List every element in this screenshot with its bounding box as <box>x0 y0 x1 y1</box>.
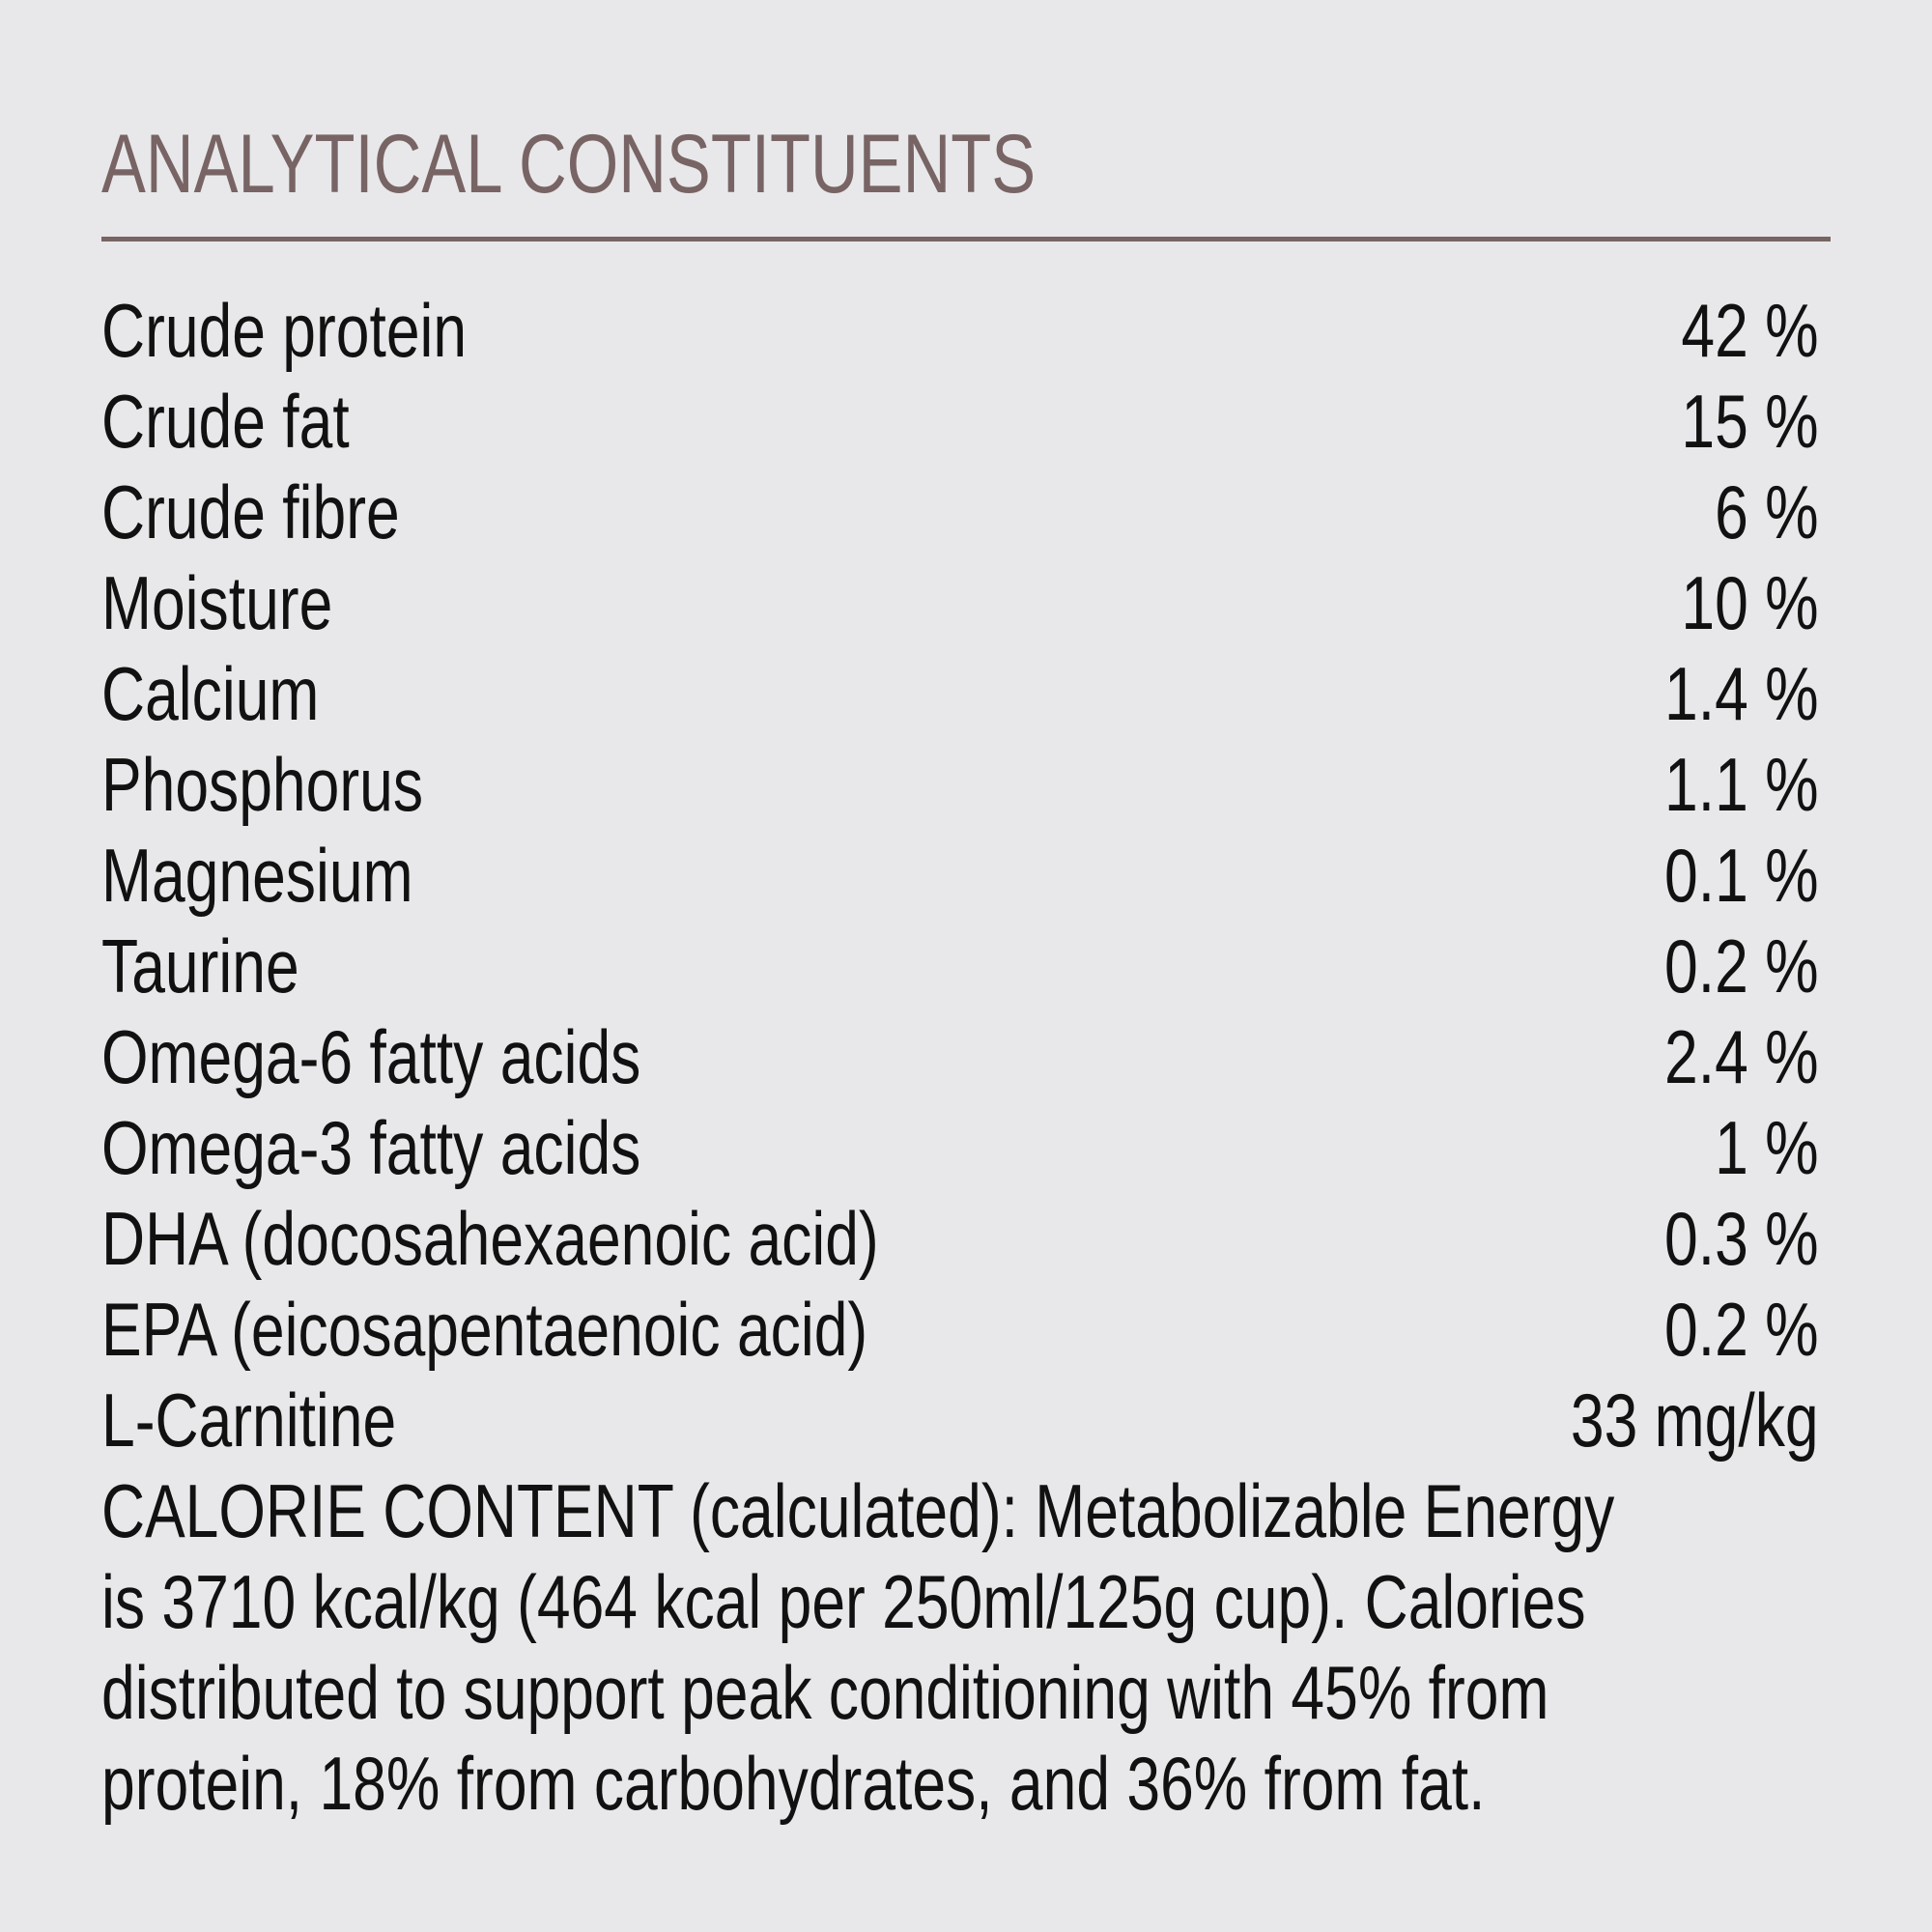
constituent-value: 2.4 % <box>1664 1014 1819 1099</box>
constituent-value: 10 % <box>1681 560 1819 645</box>
constituent-name: Crude fat <box>101 379 350 464</box>
constituent-name: Phosphorus <box>101 742 424 827</box>
constituent-value: 33 mg/kg <box>1570 1378 1819 1463</box>
constituent-value: 0.1 % <box>1664 833 1819 918</box>
constituent-row: Omega-3 fatty acids 1 % <box>101 1102 1819 1193</box>
paragraph-line: distributed to support peak conditioning… <box>101 1650 1549 1735</box>
constituent-row: Crude fibre 6 % <box>101 467 1819 557</box>
constituent-value: 0.2 % <box>1664 923 1819 1009</box>
constituent-name: Crude protein <box>101 288 468 373</box>
constituent-row: Moisture 10 % <box>101 557 1819 648</box>
paragraph-line: is 3710 kcal/kg (464 kcal per 250ml/125g… <box>101 1559 1586 1644</box>
constituent-name: Calcium <box>101 651 320 736</box>
constituent-row: Crude fat 15 % <box>101 376 1819 467</box>
constituent-value: 1.1 % <box>1664 742 1819 827</box>
title-divider <box>101 237 1831 242</box>
constituent-value: 15 % <box>1681 379 1819 464</box>
calorie-content-paragraph: CALORIE CONTENT (calculated): Metaboliza… <box>101 1465 1819 1829</box>
constituent-name: Crude fibre <box>101 469 400 554</box>
constituent-row: Omega-6 fatty acids 2.4 % <box>101 1011 1819 1102</box>
constituent-name: Moisture <box>101 560 333 645</box>
constituent-row: DHA (docosahexaenoic acid) 0.3 % <box>101 1193 1819 1284</box>
constituent-name: Omega-3 fatty acids <box>101 1105 641 1190</box>
paragraph-line: protein, 18% from carbohydrates, and 36%… <box>101 1741 1486 1826</box>
constituent-value: 0.3 % <box>1664 1196 1819 1281</box>
constituent-value: 42 % <box>1681 288 1819 373</box>
constituent-value: 1.4 % <box>1664 651 1819 736</box>
section-title: ANALYTICAL CONSTITUENTS <box>101 118 1037 211</box>
constituents-table: Crude protein 42 % Crude fat 15 % Crude fibr… <box>101 285 1819 1829</box>
constituent-name: L-Carnitine <box>101 1378 397 1463</box>
constituent-name: DHA (docosahexaenoic acid) <box>101 1196 879 1281</box>
constituent-row: L-Carnitine 33 mg/kg <box>101 1375 1819 1465</box>
constituent-value: 0.2 % <box>1664 1287 1819 1372</box>
constituent-name: Taurine <box>101 923 299 1009</box>
constituent-value: 1 % <box>1715 1105 1819 1190</box>
constituent-row: Magnesium 0.1 % <box>101 830 1819 921</box>
constituent-name: Magnesium <box>101 833 413 918</box>
constituent-row: Calcium 1.4 % <box>101 648 1819 739</box>
constituent-row: Phosphorus 1.1 % <box>101 739 1819 830</box>
constituent-row: EPA (eicosapentaenoic acid) 0.2 % <box>101 1284 1819 1375</box>
constituent-value: 6 % <box>1715 469 1819 554</box>
constituent-name: EPA (eicosapentaenoic acid) <box>101 1287 868 1372</box>
constituent-row: Crude protein 42 % <box>101 285 1819 376</box>
constituent-row: Taurine 0.2 % <box>101 921 1819 1011</box>
paragraph-line: CALORIE CONTENT (calculated): Metaboliza… <box>101 1468 1615 1553</box>
constituent-name: Omega-6 fatty acids <box>101 1014 641 1099</box>
